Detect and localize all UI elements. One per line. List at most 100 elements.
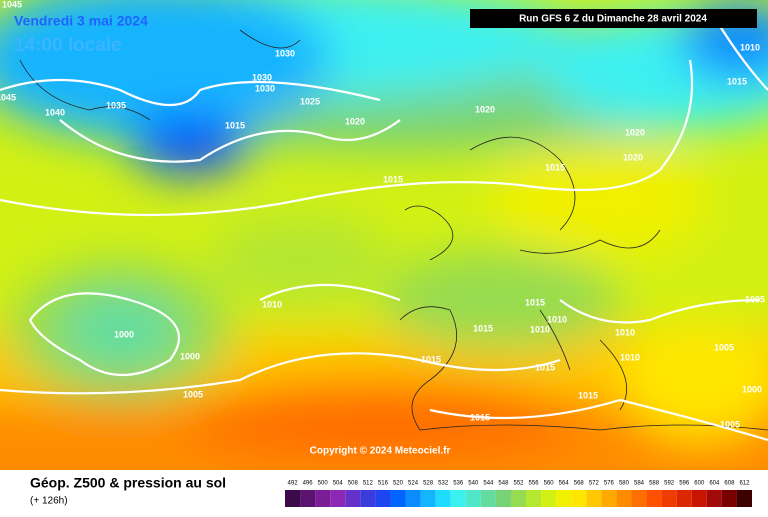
colorbar-label: 492 (288, 481, 299, 487)
colorbar-label: 540 (468, 481, 479, 487)
colorbar-swatch (616, 490, 632, 507)
colorbar-swatch (465, 490, 481, 507)
colorbar-label: 524 (408, 481, 419, 487)
colorbar-label: 500 (318, 481, 329, 487)
colorbar-swatch (691, 490, 707, 507)
colorbar-swatch (345, 490, 361, 507)
colorbar-label: 516 (378, 481, 389, 487)
forecast-date: Vendredi 3 mai 2024 (14, 13, 148, 29)
colorbar-swatch (330, 490, 346, 507)
isobar-label: 1015 (525, 297, 545, 307)
footer-title: Géop. Z500 & pression au sol (30, 475, 226, 491)
run-info: Run GFS 6 Z du Dimanche 28 avril 2024 (519, 14, 707, 25)
colorbar-label: 552 (513, 481, 524, 487)
isobar-label: 1015 (383, 174, 403, 184)
colorbar: 492 496 500 504 508 512 516 520 524 528 532 536 540 5… (285, 481, 752, 507)
colorbar-swatch (571, 490, 587, 507)
colorbar-swatch (495, 490, 511, 507)
isobar-label: 1010 (262, 299, 282, 309)
isobar-label: 1015 (470, 412, 490, 422)
colorbar-label: 576 (604, 481, 615, 487)
colorbar-label: 592 (664, 481, 675, 487)
colorbar-label: 600 (694, 481, 705, 487)
colorbar-swatch (510, 490, 527, 507)
colorbar-label: 580 (619, 481, 630, 487)
colorbar-label: 556 (529, 481, 540, 487)
isobar-label: 1005 (183, 389, 203, 399)
isobar-label: 1015 (225, 120, 245, 130)
isobar-label: 1015 (545, 162, 565, 172)
isobar-label: 1010 (740, 42, 760, 52)
colorbar-label: 588 (649, 481, 660, 487)
colorbar-swatch (435, 490, 451, 507)
isobar-label: 1005 (745, 294, 765, 304)
colorbar-swatch (556, 490, 572, 507)
colorbar-label: 504 (333, 481, 344, 487)
isobar-label: 1015 (727, 76, 747, 86)
footer-lead: (+ 126h) (30, 496, 68, 507)
isobar-label: 1020 (345, 116, 365, 126)
colorbar-swatch (375, 490, 391, 507)
isobar-label: 1000 (180, 351, 200, 361)
colorbar-label: 604 (709, 481, 720, 487)
colorbar-swatch (300, 490, 316, 507)
isobar-labels: 1045104510401035103010301030102510201015… (0, 0, 765, 429)
run-box (470, 9, 757, 28)
colorbar-swatch (450, 490, 466, 507)
isobar-label: 1025 (300, 96, 320, 106)
isobar-label: 1005 (720, 419, 740, 429)
colorbar-swatch (661, 490, 677, 507)
colorbar-swatch (285, 490, 301, 507)
colorbar-swatch (736, 490, 752, 507)
colorbar-label: 520 (393, 481, 404, 487)
colorbar-label: 512 (363, 481, 374, 487)
colorbar-label: 596 (679, 481, 690, 487)
isobar-label: 1035 (106, 100, 126, 110)
isobar-label: 1010 (615, 327, 635, 337)
isobar-label: 1030 (252, 72, 272, 82)
isobar-label: 1030 (255, 83, 275, 93)
copyright: Copyright © 2024 Meteociel.fr (310, 446, 451, 457)
colorbar-swatch (405, 490, 421, 507)
isobar-label: 1010 (530, 324, 550, 334)
colorbar-label: 548 (498, 481, 509, 487)
isobar-label: 1015 (421, 354, 441, 364)
colorbar-swatch (721, 490, 737, 507)
isobar-label: 1005 (714, 342, 734, 352)
colorbar-label: 560 (544, 481, 555, 487)
colorbar-swatch (706, 490, 722, 507)
colorbar-swatch (601, 490, 617, 507)
colorbar-swatch (315, 490, 331, 507)
colorbar-swatch (586, 490, 602, 507)
isobar-label: 1015 (535, 362, 555, 372)
isobar-label: 1030 (275, 48, 295, 58)
colorbar-label: 612 (739, 481, 750, 487)
colorbar-label: 564 (559, 481, 570, 487)
colorbar-swatch (360, 490, 376, 507)
colorbar-swatch (676, 490, 692, 507)
isobar-label: 1000 (742, 384, 762, 394)
isobar-label: 1015 (578, 390, 598, 400)
colorbar-swatch (631, 490, 647, 507)
colorbar-label: 532 (438, 481, 449, 487)
colorbar-label: 508 (348, 481, 359, 487)
isobar-label: 1010 (547, 314, 567, 324)
colorbar-swatch (420, 490, 436, 507)
isobar-label: 1010 (620, 352, 640, 362)
colorbar-swatch (646, 490, 662, 507)
colorbar-label: 608 (724, 481, 735, 487)
colorbar-label: 544 (483, 481, 494, 487)
colorbar-label: 572 (589, 481, 600, 487)
isobar-label: 1015 (473, 323, 493, 333)
isobar-label: 1045 (2, 0, 22, 9)
colorbar-label: 536 (453, 481, 464, 487)
isobar-label: 1020 (475, 104, 495, 114)
isobar-label: 1045 (0, 92, 16, 102)
colorbar-swatch (480, 490, 496, 507)
isobar-label: 1020 (625, 127, 645, 137)
isobar-label: 1040 (45, 107, 65, 117)
colorbar-swatch (541, 490, 557, 507)
